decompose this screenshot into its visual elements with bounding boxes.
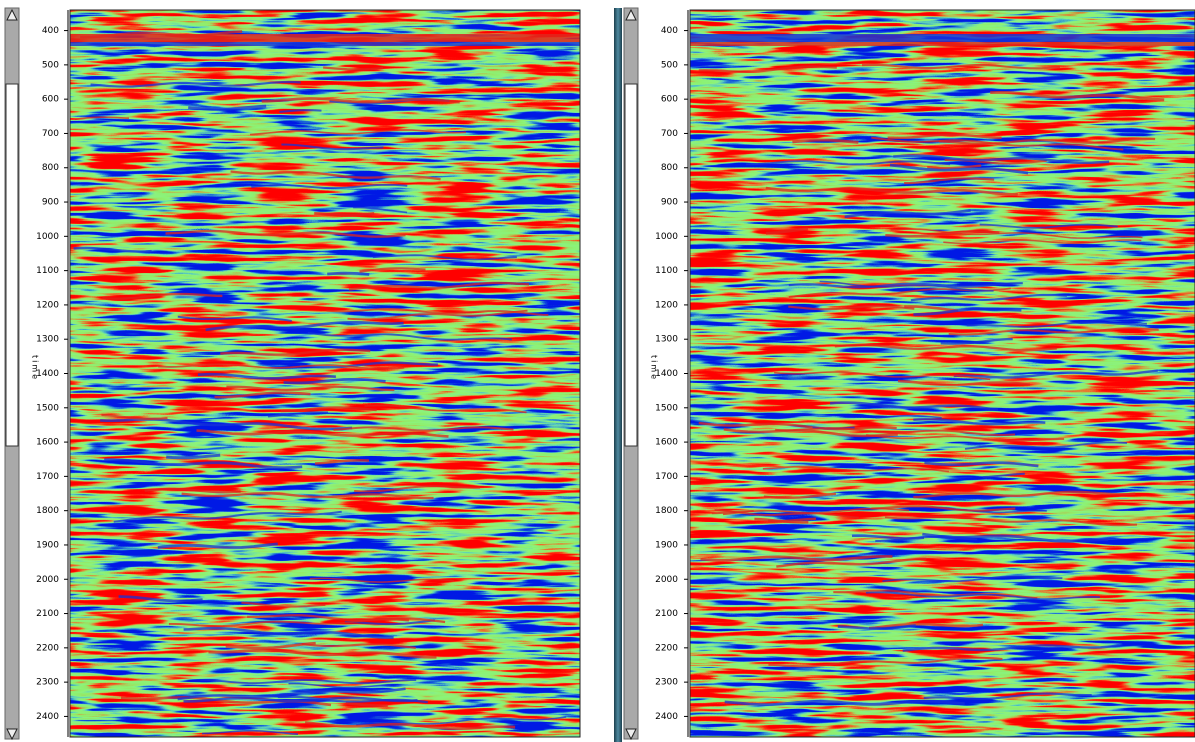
tick-label: 1700 [36, 472, 59, 482]
top-band-blue [70, 42, 580, 46]
tick-label: 600 [42, 95, 59, 105]
top-band-red [70, 34, 580, 42]
tick-label: 1200 [655, 300, 678, 310]
tick-label: 700 [661, 129, 678, 139]
seismic-panel: 4005006007008009001000110012001300140015… [5, 8, 580, 739]
axis-label: time [650, 355, 659, 381]
tick-label: 2300 [36, 678, 59, 688]
tick-label: 400 [661, 26, 678, 36]
tick-label: 1300 [36, 335, 59, 345]
scrollbar-thumb[interactable] [625, 84, 637, 446]
tick-label: 900 [42, 198, 59, 208]
axis-label: time [31, 355, 40, 381]
tick-label: 1500 [36, 403, 59, 413]
page: {"panels": [ {"axis_label": "time", "ran… [0, 0, 1195, 742]
tick-label: 800 [661, 163, 678, 173]
tick-label: 2400 [655, 712, 678, 722]
tick-label: 1100 [655, 266, 678, 276]
tick-label: 1600 [36, 438, 59, 448]
tick-label: 2300 [655, 678, 678, 688]
tick-label: 500 [661, 60, 678, 70]
tick-label: 1800 [36, 506, 59, 516]
top-band-blue [690, 42, 1195, 46]
seismic-panel: 4005006007008009001000110012001300140015… [624, 8, 1195, 739]
tick-label: 1200 [36, 300, 59, 310]
tick-label: 1800 [655, 506, 678, 516]
scrollbar-thumb[interactable] [6, 84, 18, 446]
tick-label: 2000 [655, 575, 678, 585]
tick-label: 900 [661, 198, 678, 208]
tick-label: 1900 [36, 540, 59, 550]
tick-label: 2400 [36, 712, 59, 722]
reflector [314, 213, 374, 215]
viewer: 4005006007008009001000110012001300140015… [0, 0, 1195, 742]
tick-label: 500 [42, 60, 59, 70]
tick-label: 1600 [655, 438, 678, 448]
tick-label: 1100 [36, 266, 59, 276]
tick-label: 2000 [36, 575, 59, 585]
tick-label: 2100 [655, 609, 678, 619]
tick-label: 2100 [36, 609, 59, 619]
tick-label: 400 [42, 26, 59, 36]
tick-label: 1000 [655, 232, 678, 242]
tick-label: 1900 [655, 540, 678, 550]
top-band-red [690, 34, 1195, 42]
tick-label: 2200 [36, 643, 59, 653]
panel-divider[interactable] [614, 8, 622, 742]
seismic-image [70, 10, 580, 737]
tick-label: 2200 [655, 643, 678, 653]
tick-label: 1300 [655, 335, 678, 345]
tick-label: 1500 [655, 403, 678, 413]
reflector [327, 273, 369, 274]
tick-label: 1000 [36, 232, 59, 242]
tick-label: 800 [42, 163, 59, 173]
tick-label: 700 [42, 129, 59, 139]
tick-label: 1700 [655, 472, 678, 482]
tick-label: 600 [661, 95, 678, 105]
